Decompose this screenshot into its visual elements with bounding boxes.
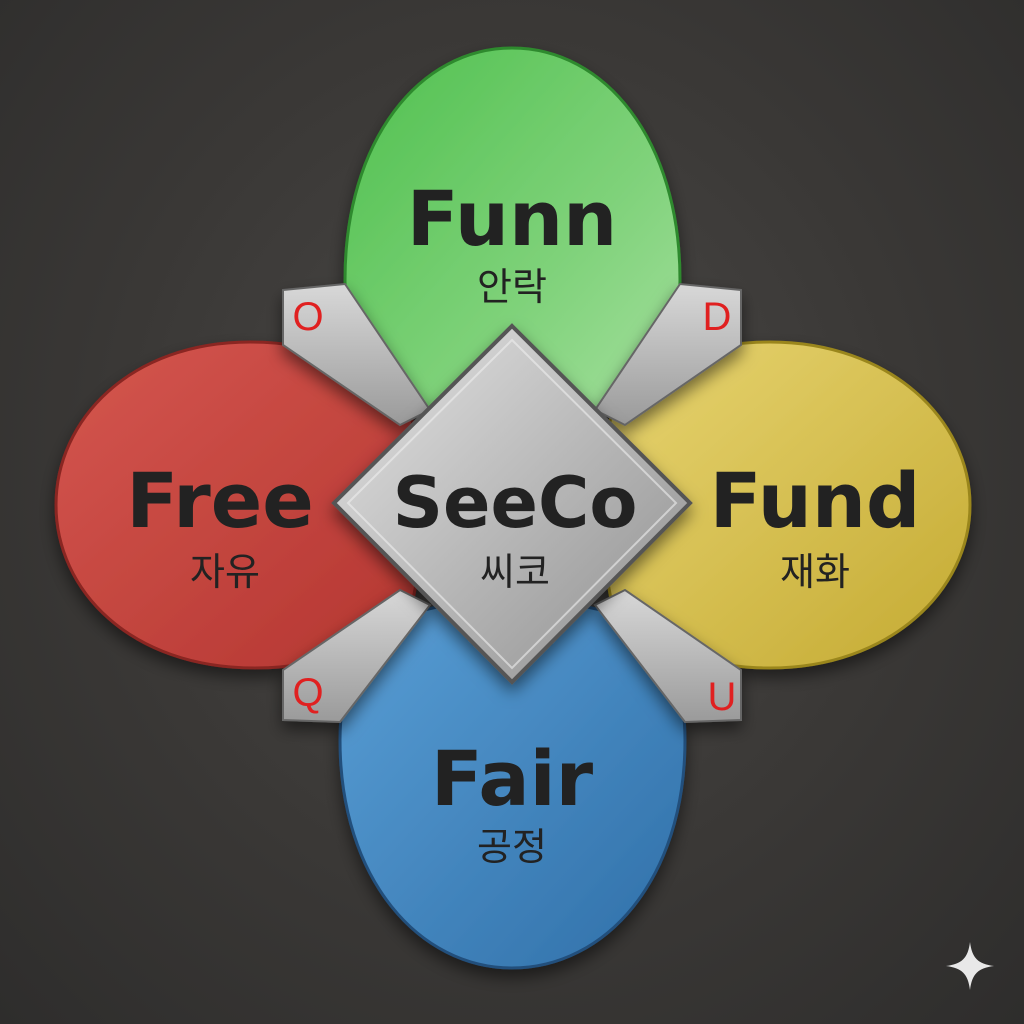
bracket-top-right (593, 282, 742, 427)
sparkle-icon (946, 942, 994, 990)
bracket-bottom-right (593, 588, 742, 724)
corner-letter-top-right: D (703, 295, 732, 339)
petal-top-subtitle: 안락 (477, 265, 547, 309)
petal-bottom-subtitle: 공정 (477, 825, 547, 869)
corner-letter-top-left: O (292, 295, 323, 339)
petal-right-subtitle: 재화 (780, 550, 850, 594)
petal-left-subtitle: 자유 (190, 550, 260, 594)
center-title: SeeCo (393, 462, 638, 544)
bracket-top-left (282, 282, 432, 427)
center-subtitle: 씨코 (480, 550, 550, 594)
center-diamond (331, 323, 693, 685)
corner-letter-bottom-left: Q (292, 671, 323, 715)
corner-letter-bottom-right: U (708, 675, 737, 719)
petal-right-title: Fund (710, 456, 921, 545)
bracket-bottom-left (282, 588, 432, 724)
petal-bottom-title: Fair (431, 734, 594, 823)
petal-left-title: Free (126, 456, 314, 545)
petal-top-title: Funn (407, 174, 617, 263)
